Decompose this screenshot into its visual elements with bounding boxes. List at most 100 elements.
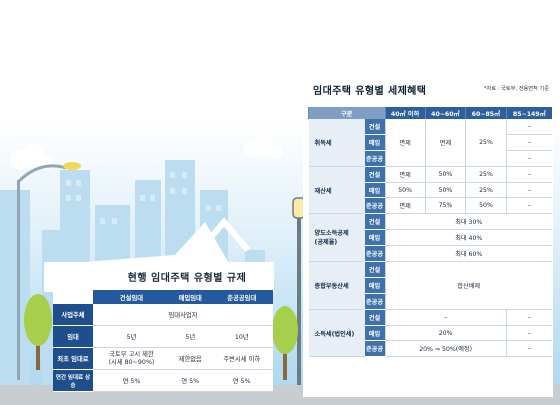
tree-icon <box>24 294 298 380</box>
table-cell: 면제 <box>384 166 426 183</box>
street-lamp-icon <box>16 162 81 380</box>
table-cell: – <box>505 309 552 326</box>
table-row: 사업주체 임대사업자 <box>53 304 273 326</box>
rental-regulation-table: 건설임대 매입임대 준공공임대 사업주체 임대사업자 임대 5년 5년 10년 … <box>53 290 273 392</box>
table-cell: 20% ⇒ 50%(예정) <box>384 340 507 358</box>
table-cell: 50% <box>424 166 466 183</box>
table-cell: – <box>505 182 552 199</box>
housing-type: 준공공 <box>364 293 385 310</box>
column-header: 구분 <box>308 107 385 119</box>
row-header: 임대 <box>53 325 93 348</box>
housing-type: 매입 <box>364 229 385 247</box>
table-cell: 5년 <box>93 325 170 348</box>
row-header: 최초 임대료 <box>53 347 93 370</box>
table-row: 매입 <box>309 277 553 294</box>
housing-type: 매입 <box>364 182 385 199</box>
tax-type: 소득세(법인세) <box>308 309 365 358</box>
table-cell: 합산배제 <box>384 261 552 310</box>
table-row: 매입 – <box>309 134 552 151</box>
housing-type: 매입 <box>364 277 385 294</box>
housing-type: 준공공 <box>364 150 385 167</box>
table-cell: 면제 <box>424 119 466 167</box>
tax-type: 양도소득공제 (공제율) <box>308 213 365 263</box>
table-cell: 연 5% <box>169 369 211 392</box>
tax-benefit-table: 구분 40㎡ 이하 40~60㎡ 60~85㎡ 85~149㎡ 취득세 건설 면… <box>308 107 553 358</box>
table-cell: 20% <box>384 325 507 342</box>
table-cell: 연 5% <box>210 369 273 392</box>
table-cell: – <box>505 150 552 167</box>
table-cell: 최대 30% <box>384 213 552 231</box>
table-cell: 최대 60% <box>384 245 552 263</box>
column-header: 매입임대 <box>169 290 211 304</box>
table-cell: – <box>505 197 552 215</box>
tax-type: 종합부동산세 <box>308 261 365 310</box>
table-cell: 국토부 고시 제한 (시세 80~90%) <box>93 347 170 370</box>
row-header: 사업주체 <box>53 304 93 326</box>
housing-type: 건설 <box>364 309 385 326</box>
tax-type: 취득세 <box>308 119 365 167</box>
table-row: 매입 최대 40% <box>309 229 552 247</box>
table-cell: 최대 40% <box>384 229 552 247</box>
table-row: 재산세 건설 면제 50% 25% – <box>308 166 552 215</box>
housing-type: 준공공 <box>364 197 385 215</box>
table-row: 준공공 – <box>309 150 552 167</box>
table-cell: – <box>505 325 552 342</box>
housing-type: 준공공 <box>364 245 385 263</box>
housing-type: 건설 <box>364 213 385 231</box>
table-row: 종합부동산세 건설 합산배제 <box>308 261 552 310</box>
table-row: 소득세(법인세) 건설 – – <box>308 309 552 358</box>
table-cell: 연 5% <box>93 369 170 392</box>
table-cell: 5년 <box>169 325 211 348</box>
column-header: 40~60㎡ <box>424 107 466 119</box>
table-row: 준공공 <box>309 293 553 310</box>
table-row: 준공공 면제 75% 50% – <box>309 197 552 215</box>
right-table-title: 임대주택 유형별 세제혜택 <box>313 86 427 97</box>
table-cell: 50% <box>384 182 426 199</box>
table-cell: 25% <box>465 182 507 199</box>
row-header: 연간 임대료 상승 <box>53 369 93 392</box>
table-cell: 임대사업자 <box>93 304 273 326</box>
table-header-row: 건설임대 매입임대 준공공임대 <box>53 290 273 304</box>
table-cell: – <box>505 166 552 183</box>
left-table-title: 현행 임대주택 유형별 규제 <box>127 273 247 284</box>
column-header: 85~149㎡ <box>505 107 552 119</box>
table-cell: 75% <box>424 197 466 215</box>
right-table-header: 임대주택 유형별 세제혜택 *자료 : 국토부, 전용면적 기준 <box>303 77 553 103</box>
table-row: 취득세 건설 면제 면제 25% – <box>308 119 552 167</box>
table-row: 준공공 최대 60% <box>309 245 552 263</box>
housing-type: 건설 <box>364 166 385 183</box>
column-header: 건설임대 <box>93 290 170 304</box>
table-cell: – <box>384 309 507 326</box>
housing-type: 매입 <box>364 325 385 342</box>
housing-type: 준공공 <box>364 340 385 358</box>
column-header: 60~85㎡ <box>465 107 507 119</box>
table-row: 준공공 20% ⇒ 50%(예정) – <box>309 340 552 358</box>
housing-type: 건설 <box>364 261 385 278</box>
source-note: *자료 : 국토부, 전용면적 기준 <box>483 86 549 92</box>
column-header: 40㎡ 이하 <box>384 107 426 119</box>
table-row: 매입 50% 50% 25% – <box>309 182 552 199</box>
table-cell: 10년 <box>210 325 273 348</box>
table-cell: – <box>505 340 552 358</box>
table-row: 매입 20% – <box>309 325 552 342</box>
table-header-row: 구분 40㎡ 이하 40~60㎡ 60~85㎡ 85~149㎡ <box>308 107 552 119</box>
housing-type: 건설 <box>364 119 385 135</box>
tax-type: 재산세 <box>308 166 365 215</box>
table-cell: 면제 <box>384 197 426 215</box>
table-cell: 제한없음 <box>169 347 211 370</box>
table-cell: 50% <box>465 197 507 215</box>
table-cell: 면제 <box>384 119 426 167</box>
table-cell: 50% <box>424 182 466 199</box>
table-cell: – <box>505 134 552 151</box>
table-row: 양도소득공제 (공제율) 건설 최대 30% <box>308 213 552 263</box>
table-cell: – <box>505 119 552 135</box>
table-row: 임대 5년 5년 10년 <box>53 325 273 348</box>
housing-type: 매입 <box>364 134 385 151</box>
table-cell: 25% <box>465 119 507 167</box>
column-header: 준공공임대 <box>210 290 273 304</box>
table-cell: 25% <box>465 166 507 183</box>
table-row: 연간 임대료 상승 연 5% 연 5% 연 5% <box>53 369 273 392</box>
table-row: 최초 임대료 국토부 고시 제한 (시세 80~90%) 제한없음 주변시세 이… <box>53 347 273 370</box>
table-cell: 주변시세 이하 <box>210 347 273 370</box>
